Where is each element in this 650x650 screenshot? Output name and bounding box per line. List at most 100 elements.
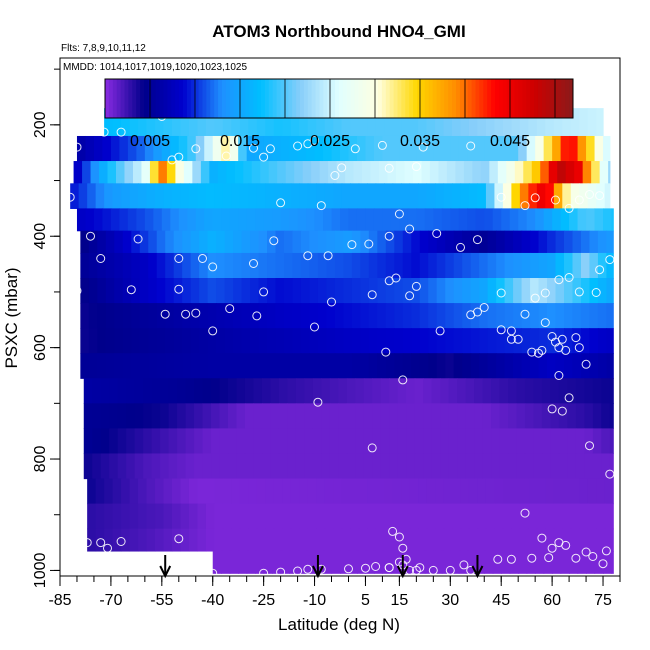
sample-point bbox=[198, 254, 207, 263]
heatmap-cell bbox=[360, 303, 370, 329]
heatmap-cell bbox=[596, 108, 604, 137]
colorbar-segment bbox=[202, 79, 207, 118]
heatmap-cell bbox=[468, 108, 479, 137]
heatmap-cell bbox=[452, 503, 462, 530]
heatmap-cell bbox=[316, 183, 326, 209]
heatmap-cell bbox=[604, 503, 614, 530]
colorbar-segment bbox=[140, 79, 145, 118]
x-tick-label: -25 bbox=[252, 592, 275, 609]
heatmap-cell bbox=[530, 230, 540, 254]
heatmap-cell bbox=[538, 328, 548, 354]
heatmap-cell bbox=[477, 528, 487, 552]
heatmap-cell bbox=[355, 403, 365, 429]
heatmap-cell bbox=[173, 353, 183, 379]
heatmap-cell bbox=[211, 378, 221, 404]
heatmap-cell bbox=[341, 183, 351, 209]
heatmap-cell bbox=[278, 453, 288, 480]
heatmap-cell bbox=[440, 453, 450, 480]
heatmap-cell bbox=[587, 503, 597, 530]
heatmap-cell bbox=[368, 353, 378, 379]
sample-point bbox=[303, 251, 313, 261]
heatmap-cell bbox=[170, 135, 180, 162]
colorbar-segment bbox=[229, 79, 235, 118]
heatmap-cell bbox=[457, 428, 467, 455]
heatmap-cell bbox=[513, 252, 523, 279]
heatmap-cell bbox=[234, 161, 244, 184]
heatmap-cell bbox=[389, 403, 399, 429]
heatmap-cell bbox=[316, 478, 326, 505]
heatmap-cell bbox=[407, 208, 417, 232]
heatmap-cell bbox=[494, 108, 504, 137]
heatmap-cell bbox=[480, 161, 490, 184]
heatmap-cell bbox=[465, 453, 475, 480]
heatmap-cell bbox=[289, 550, 299, 574]
heatmap-cell bbox=[129, 108, 139, 137]
heatmap-cell bbox=[577, 135, 587, 162]
heatmap-cell bbox=[233, 328, 243, 354]
heatmap-cell bbox=[241, 353, 251, 379]
heatmap-cell bbox=[603, 550, 613, 574]
sample-point bbox=[174, 254, 184, 263]
sample-point bbox=[293, 141, 303, 151]
heatmap-cell bbox=[496, 252, 506, 279]
heatmap-cell bbox=[255, 550, 265, 574]
heatmap-cell bbox=[418, 503, 428, 530]
heatmap-cell bbox=[609, 378, 614, 404]
heatmap-cell bbox=[155, 183, 165, 209]
heatmap-cell bbox=[387, 161, 397, 184]
heatmap-cell bbox=[402, 252, 412, 279]
heatmap-cell bbox=[134, 378, 144, 404]
heatmap-cell bbox=[105, 278, 115, 304]
heatmap-cell bbox=[482, 428, 492, 455]
heatmap-cell bbox=[114, 303, 124, 329]
heatmap-cell bbox=[524, 453, 535, 480]
heatmap-cell bbox=[256, 528, 266, 552]
heatmap-cell bbox=[452, 478, 462, 505]
heatmap-cell bbox=[172, 183, 182, 209]
heatmap-cell bbox=[468, 528, 479, 552]
heatmap-cell bbox=[216, 252, 226, 279]
heatmap-cell bbox=[448, 453, 458, 480]
heatmap-cell bbox=[504, 353, 514, 379]
colorbar-segment bbox=[315, 79, 320, 118]
heatmap-cell bbox=[538, 278, 548, 304]
heatmap-cell bbox=[219, 428, 229, 455]
heatmap-cell bbox=[569, 208, 579, 232]
heatmap-cell bbox=[177, 453, 187, 480]
heatmap-cell bbox=[214, 528, 224, 552]
heatmap-cell bbox=[76, 135, 87, 162]
heatmap-cell bbox=[146, 478, 156, 505]
heatmap-cell bbox=[467, 550, 477, 574]
heatmap-cell bbox=[278, 403, 288, 429]
heatmap-cell bbox=[180, 503, 190, 530]
heatmap-cell bbox=[222, 108, 232, 137]
heatmap-cell bbox=[484, 208, 494, 232]
heatmap-cell bbox=[119, 135, 129, 162]
heatmap-cell bbox=[604, 528, 614, 552]
heatmap-cell bbox=[148, 328, 158, 354]
colorbar-segment bbox=[487, 79, 492, 118]
heatmap-cell bbox=[278, 378, 288, 404]
colorbar-segment bbox=[459, 79, 465, 118]
heatmap-cell bbox=[460, 183, 470, 209]
heatmap-cell bbox=[141, 161, 151, 184]
heatmap-cell bbox=[377, 278, 387, 304]
heatmap-cell bbox=[219, 403, 229, 429]
heatmap-cell bbox=[333, 478, 343, 505]
heatmap-cell bbox=[197, 478, 207, 505]
heatmap-cell bbox=[418, 183, 428, 209]
heatmap-cell bbox=[275, 303, 285, 329]
heatmap-cell bbox=[545, 108, 555, 137]
sample-point bbox=[133, 234, 143, 244]
heatmap-cell bbox=[452, 528, 462, 552]
heatmap-cell bbox=[428, 353, 438, 379]
sample-point bbox=[313, 397, 323, 407]
x-tick-label: 75 bbox=[594, 592, 612, 609]
heatmap-cell bbox=[477, 478, 487, 505]
heatmap-cell bbox=[358, 183, 368, 209]
heatmap-cell bbox=[199, 230, 209, 254]
heatmap-cell bbox=[579, 503, 589, 530]
heatmap-cell bbox=[309, 303, 319, 329]
heatmap-cell bbox=[144, 208, 154, 232]
heatmap-cell bbox=[538, 230, 548, 254]
